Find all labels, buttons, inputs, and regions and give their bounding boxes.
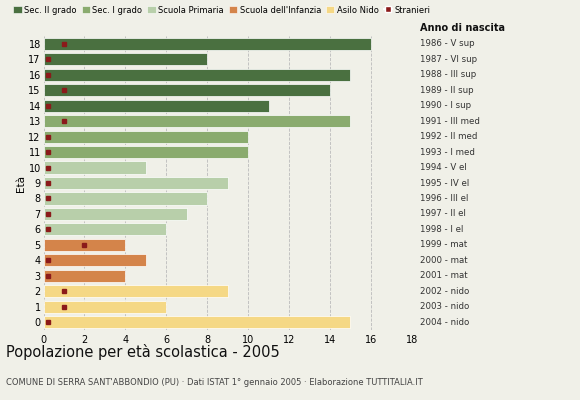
Bar — [44, 177, 227, 189]
Text: COMUNE DI SERRA SANT'ABBONDIO (PU) · Dati ISTAT 1° gennaio 2005 · Elaborazione T: COMUNE DI SERRA SANT'ABBONDIO (PU) · Dat… — [6, 378, 423, 387]
Text: Popolazione per età scolastica - 2005: Popolazione per età scolastica - 2005 — [6, 344, 280, 360]
Bar — [44, 270, 125, 282]
Text: 2000 - mat: 2000 - mat — [420, 256, 467, 265]
Text: 1993 - I med: 1993 - I med — [420, 148, 474, 156]
Bar — [44, 146, 248, 158]
Bar — [44, 208, 187, 220]
Text: 1987 - VI sup: 1987 - VI sup — [420, 55, 477, 64]
Bar — [44, 192, 207, 204]
Bar — [44, 53, 207, 65]
Text: 1990 - I sup: 1990 - I sup — [420, 101, 471, 110]
Text: 1992 - II med: 1992 - II med — [420, 132, 477, 141]
Bar — [44, 115, 350, 127]
Text: 1988 - III sup: 1988 - III sup — [420, 70, 476, 79]
Text: 1996 - III el: 1996 - III el — [420, 194, 468, 203]
Bar — [44, 100, 269, 112]
Bar — [44, 130, 248, 143]
Bar — [44, 223, 166, 236]
Legend: Sec. II grado, Sec. I grado, Scuola Primaria, Scuola dell'Infanzia, Asilo Nido, : Sec. II grado, Sec. I grado, Scuola Prim… — [10, 2, 434, 18]
Text: 1994 - V el: 1994 - V el — [420, 163, 466, 172]
Text: Anno di nascita: Anno di nascita — [420, 23, 505, 33]
Text: 1991 - III med: 1991 - III med — [420, 117, 480, 126]
Text: 2002 - nido: 2002 - nido — [420, 287, 469, 296]
Y-axis label: Età: Età — [16, 174, 26, 192]
Text: 1998 - I el: 1998 - I el — [420, 225, 463, 234]
Text: 1995 - IV el: 1995 - IV el — [420, 178, 469, 188]
Text: 1986 - V sup: 1986 - V sup — [420, 39, 474, 48]
Text: 2001 - mat: 2001 - mat — [420, 271, 467, 280]
Bar — [44, 254, 146, 266]
Bar — [44, 301, 166, 313]
Text: 1997 - II el: 1997 - II el — [420, 210, 466, 218]
Bar — [44, 316, 350, 328]
Text: 2003 - nido: 2003 - nido — [420, 302, 469, 311]
Text: 1999 - mat: 1999 - mat — [420, 240, 467, 249]
Bar — [44, 162, 146, 174]
Bar — [44, 69, 350, 81]
Bar — [44, 38, 371, 50]
Text: 1989 - II sup: 1989 - II sup — [420, 86, 473, 95]
Bar — [44, 239, 125, 251]
Bar — [44, 285, 227, 297]
Text: 2004 - nido: 2004 - nido — [420, 318, 469, 327]
Bar — [44, 84, 330, 96]
